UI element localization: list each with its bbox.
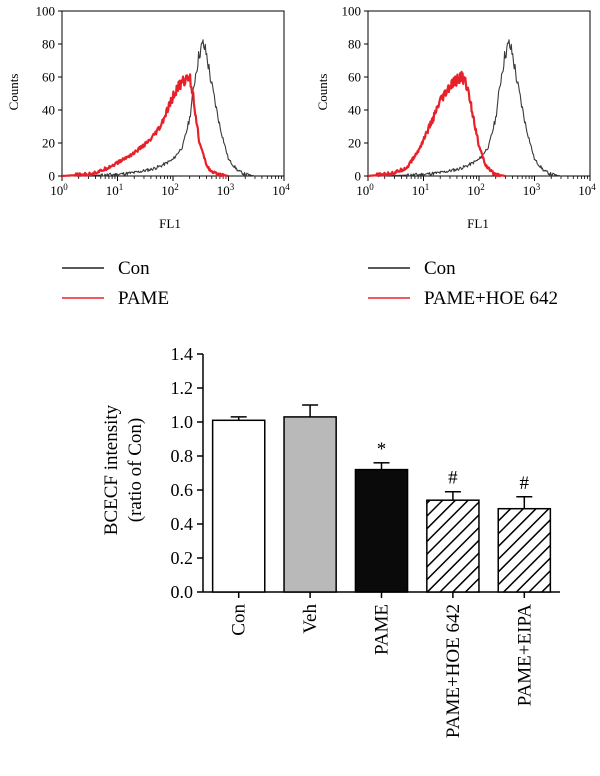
x-tick-label: 102 (161, 182, 179, 198)
legend-label-con: Con (424, 258, 456, 279)
y-tick-label: 0.2 (171, 548, 194, 568)
y-tick-label: 60 (42, 70, 55, 85)
y-tick-label: 100 (36, 4, 56, 19)
y-tick-label: 0.8 (171, 446, 194, 466)
x-tick-label: Con (229, 604, 250, 636)
x-tick-label: 104 (578, 182, 596, 198)
y-tick-label: 0.6 (171, 480, 194, 500)
legend-label-pame: PAME (118, 288, 169, 309)
y-tick-label: 80 (348, 37, 361, 52)
y-axis-label-line2: (ratio of Con) (125, 418, 146, 522)
y-tick-label: 1.2 (171, 378, 194, 398)
y-tick-label: 0 (49, 169, 56, 184)
bar-veh (283, 416, 337, 593)
series-line-con (62, 39, 256, 177)
y-tick-label: 40 (42, 103, 55, 118)
x-tick-label: PAME+EIPA (514, 604, 535, 707)
x-axis-label: FL1 (159, 216, 181, 231)
y-axis-label: Counts (6, 74, 21, 111)
plot-area: 0 20 40 60 80 100 100 101 102 103 104 (342, 4, 597, 199)
significance-marker: # (520, 473, 530, 494)
x-tick-label: 103 (217, 182, 235, 198)
significance-marker: # (448, 468, 458, 489)
x-axis-label: FL1 (467, 216, 489, 231)
x-tick-label: 101 (106, 182, 124, 198)
y-axis-label-line1: BCECF intensity (101, 404, 122, 535)
y-tick-label: 0.4 (171, 514, 194, 534)
y-tick-label: 20 (42, 136, 55, 151)
legend-label-con: Con (118, 258, 150, 279)
y-tick-label: 80 (42, 37, 55, 52)
legend-label-pame-hoe642: PAME+HOE 642 (424, 288, 558, 309)
x-tick-label: 100 (50, 182, 68, 198)
bar-pame (354, 468, 409, 593)
x-tick-label: 104 (272, 182, 290, 198)
histogram-panel-right: Counts FL1 0 20 40 60 80 100 100 101 102 103 104 C… (315, 4, 596, 310)
y-tick-label: 40 (348, 103, 361, 118)
plot-frame (367, 10, 591, 177)
y-tick-label: 0.0 (171, 582, 194, 602)
y-tick-label: 0 (355, 169, 362, 184)
plot-area: 0 20 40 60 80 100 100 101 102 103 104 (36, 4, 291, 199)
y-tick-label: 20 (348, 136, 361, 151)
y-tick-label: 60 (348, 70, 361, 85)
y-axis-label: Counts (315, 74, 330, 111)
series-line-con (368, 39, 562, 177)
y-tick-label: 1.0 (171, 412, 194, 432)
legend: Con PAME (62, 258, 169, 309)
x-tick-label: Veh (300, 604, 321, 634)
histogram-panel-left: Counts FL1 0 20 40 60 80 100 100 101 102 103 104 C… (6, 4, 290, 310)
bar-con (211, 419, 266, 593)
bar-pame-hoe-642 (426, 499, 480, 593)
significance-marker: * (377, 439, 387, 460)
plot-area: 0.0 0.2 0.4 0.6 0.8 1.0 1.2 1.4 Con Veh * PAME # PAME… (171, 344, 560, 738)
x-tick-label: PAME (372, 604, 393, 655)
x-tick-label: 102 (467, 182, 485, 198)
bar-chart: BCECF intensity (ratio of Con) 0.0 0.2 0.4… (101, 344, 560, 738)
x-tick-label: PAME+HOE 642 (443, 604, 464, 738)
x-tick-label: 103 (523, 182, 541, 198)
bar-pame-eipa (497, 507, 552, 593)
y-tick-label: 1.4 (171, 344, 194, 364)
y-tick-label: 100 (342, 4, 362, 19)
series-line-pame (61, 73, 229, 178)
x-tick-label: 100 (356, 182, 374, 198)
x-tick-label: 101 (412, 182, 430, 198)
legend: Con PAME+HOE 642 (368, 258, 558, 309)
series-line-pame-hoe-642 (367, 70, 507, 178)
